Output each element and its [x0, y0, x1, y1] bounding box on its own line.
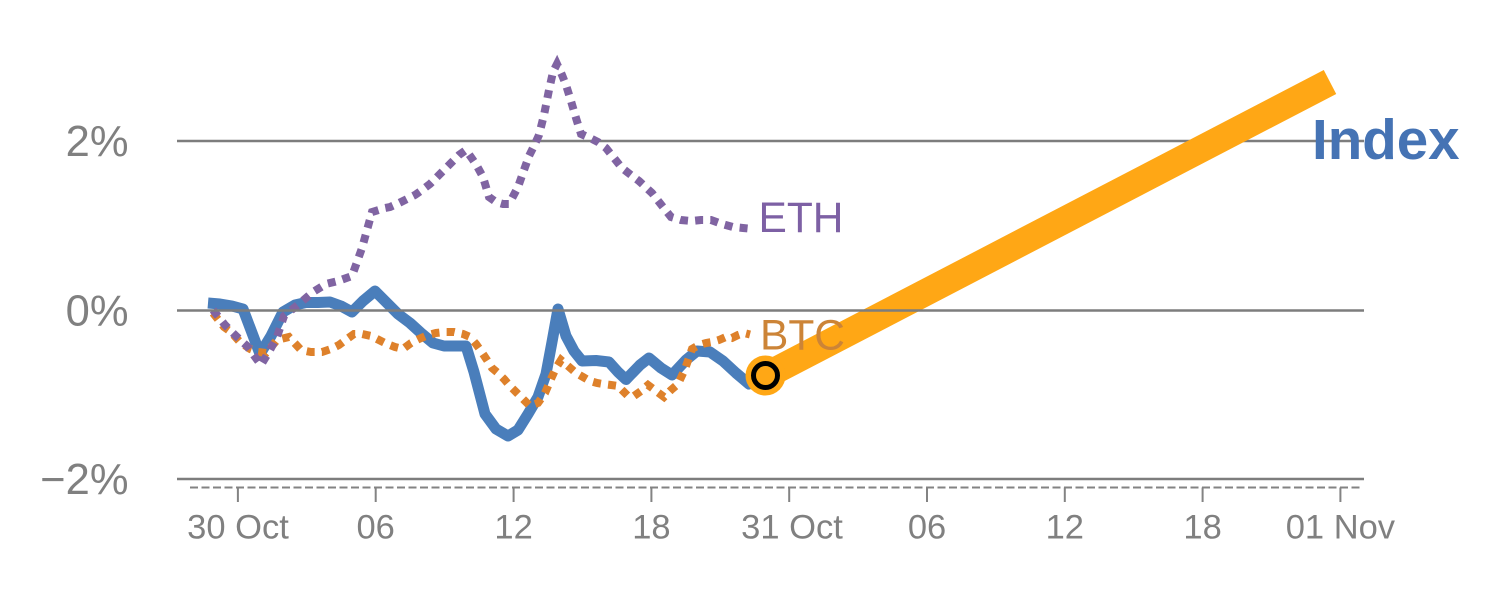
svg-text:01 Nov: 01 Nov [1286, 509, 1396, 547]
svg-text:ETH: ETH [759, 195, 844, 242]
svg-text:−2%: −2% [40, 456, 128, 504]
svg-text:0%: 0% [66, 288, 129, 336]
svg-text:2%: 2% [66, 118, 129, 166]
svg-text:31 Oct: 31 Oct [741, 509, 843, 547]
svg-text:Index: Index [1312, 108, 1460, 171]
svg-text:12: 12 [494, 509, 532, 547]
svg-text:BTC: BTC [760, 313, 845, 360]
svg-text:30 Oct: 30 Oct [187, 509, 289, 547]
svg-text:18: 18 [1183, 509, 1221, 547]
svg-text:06: 06 [357, 509, 395, 547]
svg-text:06: 06 [908, 509, 946, 547]
svg-text:18: 18 [632, 509, 670, 547]
svg-text:12: 12 [1046, 509, 1084, 547]
